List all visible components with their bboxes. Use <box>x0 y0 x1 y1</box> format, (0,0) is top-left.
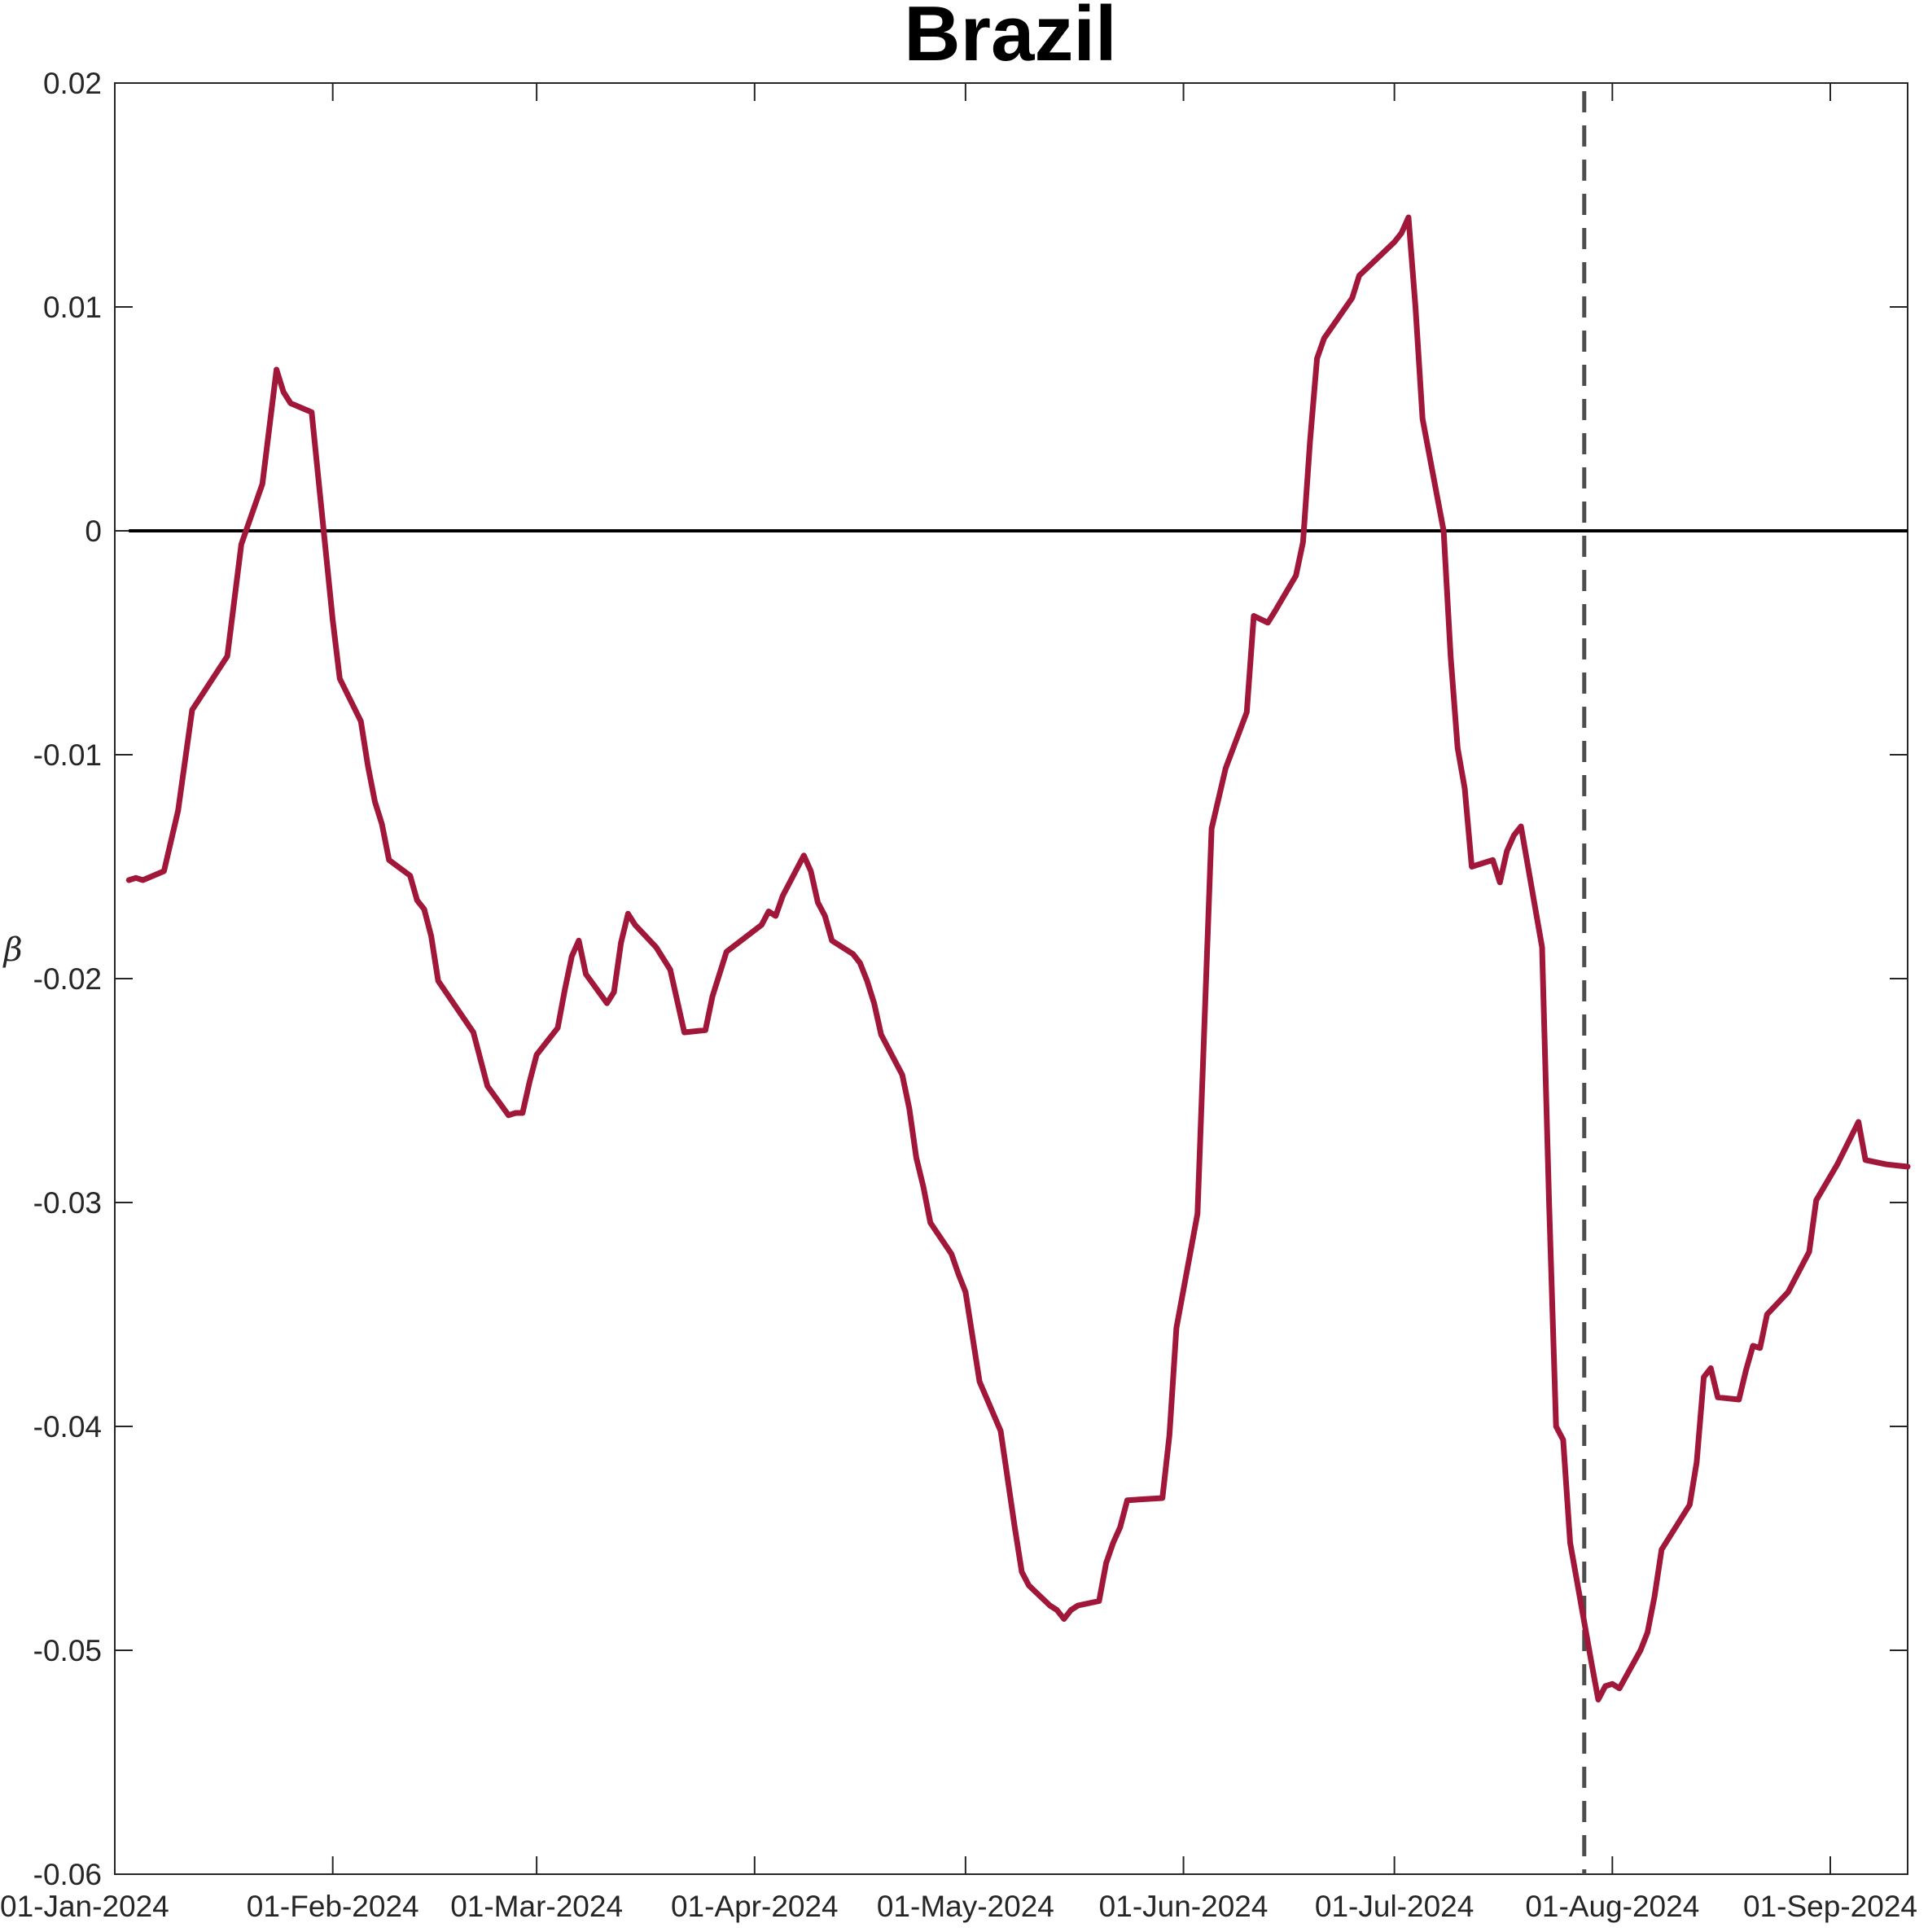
chart-title: Brazil <box>904 0 1116 77</box>
y-tick-label: 0.02 <box>43 67 102 100</box>
x-tick-label: 01-May-2024 <box>877 1890 1054 1923</box>
series-line-beta <box>125 214 1911 1702</box>
y-tick-label: -0.01 <box>33 738 102 772</box>
plot-area: 0.020.010-0.01-0.02-0.03-0.04-0.05-0.060… <box>0 67 1917 1923</box>
x-tick-label: 01-Aug-2024 <box>1525 1890 1699 1923</box>
x-tick-label: 01-Jan-2024 <box>0 1890 169 1923</box>
y-tick-label: -0.02 <box>33 962 102 996</box>
y-tick-label: -0.05 <box>33 1634 102 1667</box>
x-tick-label: 01-Jul-2024 <box>1315 1890 1474 1923</box>
x-tick-label: 01-Sep-2024 <box>1743 1890 1917 1923</box>
y-tick-label: -0.04 <box>33 1410 102 1444</box>
y-tick-label: -0.06 <box>33 1858 102 1891</box>
x-tick-label: 01-Apr-2024 <box>671 1890 839 1923</box>
y-tick-label: 0 <box>85 515 102 548</box>
plot-frame <box>114 82 1908 1875</box>
y-tick-label: -0.03 <box>33 1186 102 1220</box>
x-tick-label: 01-Jun-2024 <box>1099 1890 1269 1923</box>
y-tick-label: 0.01 <box>43 291 102 324</box>
x-tick-label: 01-Feb-2024 <box>247 1890 419 1923</box>
y-axis-label: β <box>2 931 22 969</box>
x-tick-label: 01-Mar-2024 <box>450 1890 623 1923</box>
